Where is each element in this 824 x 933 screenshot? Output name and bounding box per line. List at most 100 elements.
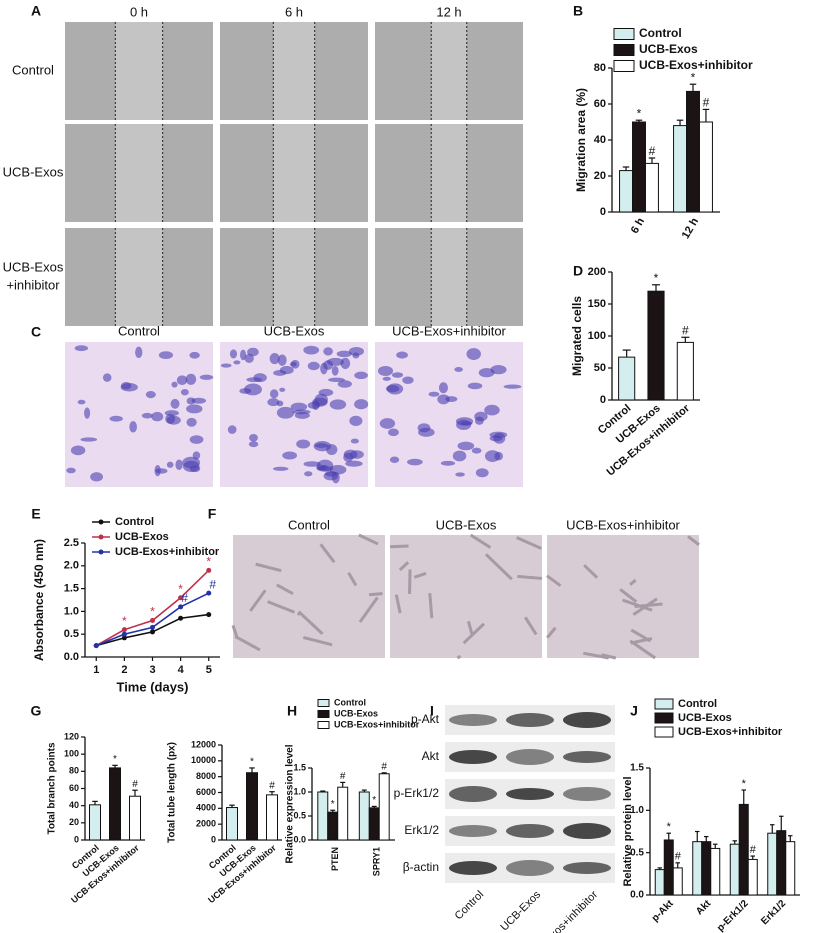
cell <box>253 373 267 383</box>
y-tick-label: 40 <box>69 800 79 810</box>
column-label: UCB-Exos+inhibitor <box>566 517 680 532</box>
blot-band <box>506 824 554 838</box>
cell <box>164 410 179 417</box>
y-tick-label: 4000 <box>196 803 216 813</box>
cell <box>267 398 280 407</box>
cell <box>151 411 164 422</box>
y-tick-label: 1.0 <box>630 805 644 816</box>
cell <box>247 347 259 357</box>
tube <box>302 635 333 647</box>
point <box>121 635 127 641</box>
cell <box>467 382 483 390</box>
cell <box>272 466 289 471</box>
blot-band <box>563 862 611 874</box>
column-label: UCB-Exos <box>264 323 325 338</box>
legend-label: UCB-Exos <box>678 712 732 724</box>
significance-mark: * <box>667 821 672 833</box>
cell <box>350 438 359 444</box>
blot-band <box>563 787 611 801</box>
blot-band <box>449 861 497 875</box>
significance-mark: # <box>675 851 682 863</box>
significance-mark: # <box>381 761 387 772</box>
legend-marker <box>98 519 104 525</box>
cell <box>490 365 507 375</box>
cell <box>316 465 334 472</box>
blot-band <box>449 825 497 837</box>
blot-row-label: p-Erk1/2 <box>394 786 440 800</box>
tube <box>601 653 617 660</box>
tube <box>358 596 379 623</box>
cell <box>455 472 465 477</box>
significance-mark: * <box>691 70 696 84</box>
tube <box>469 533 492 549</box>
y-tick-label: 20 <box>594 170 606 182</box>
cell <box>189 351 200 359</box>
row-label: UCB-Exos <box>3 164 64 179</box>
cell <box>186 397 196 405</box>
tube <box>629 578 637 586</box>
y-tick-label: 0 <box>600 206 606 218</box>
cell <box>182 456 201 469</box>
cell <box>273 370 287 376</box>
cell <box>326 357 344 366</box>
y-tick-label: 0.5 <box>293 810 306 820</box>
legend-label: Control <box>639 26 682 40</box>
cell <box>379 418 396 429</box>
bar <box>337 786 349 841</box>
panel-letter: D <box>573 263 583 279</box>
blot-band <box>506 860 554 876</box>
significance-mark: * <box>122 614 127 628</box>
cell <box>457 441 475 451</box>
point <box>206 590 212 596</box>
cell <box>176 375 188 386</box>
significance-mark: # <box>649 144 656 158</box>
y-axis-label: Relative protein level <box>622 776 634 886</box>
x-tick-label: 12 h <box>680 216 702 241</box>
bar <box>368 807 380 841</box>
column-label: UCB-Exos+inhibitor <box>392 323 506 338</box>
bar <box>89 804 101 841</box>
point <box>121 631 127 637</box>
y-axis-label: Relative expression level <box>285 744 296 863</box>
y-tick-label: 60 <box>594 98 606 110</box>
significance-mark: * <box>637 106 642 120</box>
point <box>150 618 155 624</box>
legend-swatch <box>317 699 330 707</box>
blot-band <box>449 750 497 764</box>
cell <box>418 427 435 437</box>
cell <box>391 372 404 378</box>
tube <box>319 543 336 564</box>
cell <box>314 393 328 406</box>
tube-image <box>547 535 699 658</box>
cell <box>396 351 408 359</box>
cell <box>239 388 252 394</box>
x-tick-label: p-Erk1/2 <box>715 898 751 933</box>
legend-label: Control <box>678 698 717 710</box>
row-label: Control <box>12 62 54 77</box>
panel-letter: H <box>287 703 297 719</box>
cell <box>337 380 352 388</box>
cell <box>475 468 489 478</box>
tube <box>524 616 538 636</box>
blot-row-label: β-actin <box>403 860 439 874</box>
cell <box>189 435 204 444</box>
x-tick-label: p-Akt <box>650 898 676 924</box>
tube <box>583 564 599 579</box>
cell <box>166 415 181 425</box>
x-axis-label: Time (days) <box>116 679 188 694</box>
cell <box>452 450 467 462</box>
blot-row-label: p-Akt <box>411 712 440 726</box>
y-tick-label: 1.5 <box>64 583 79 595</box>
bar <box>776 830 787 896</box>
y-tick-label: 0.0 <box>64 651 79 663</box>
x-tick-label: 3 <box>149 664 155 676</box>
column-label: 6 h <box>285 4 303 19</box>
blot-row-label: Erk1/2 <box>404 823 439 837</box>
cell <box>296 439 311 449</box>
cell <box>84 407 91 419</box>
tube <box>484 553 513 581</box>
cell <box>331 365 339 376</box>
cell <box>348 346 364 356</box>
y-axis-label: Migration area (%) <box>574 88 588 192</box>
